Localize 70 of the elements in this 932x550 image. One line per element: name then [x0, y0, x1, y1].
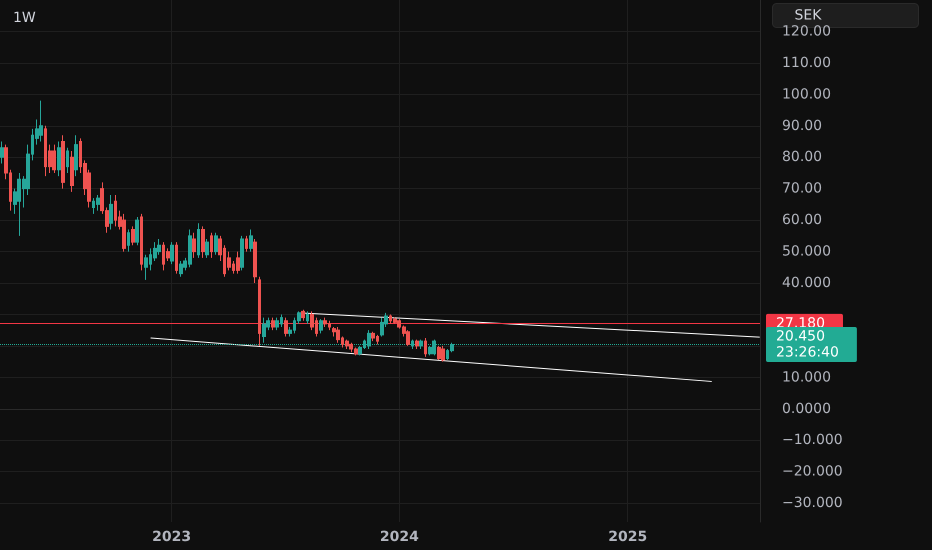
candlestick: [419, 339, 423, 350]
x-tick-label: 2025: [608, 529, 648, 545]
y-tick-label: 90.00: [782, 118, 822, 134]
candlestick: [135, 216, 139, 246]
candlestick: [39, 100, 43, 142]
candlestick: [52, 144, 56, 174]
candlestick: [96, 194, 100, 212]
candlestick: [380, 317, 384, 337]
candlestick: [301, 309, 305, 322]
y-tick-label: 60.00: [782, 212, 822, 228]
y-tick-label: 110.00: [782, 54, 831, 71]
x-tick-label: 2024: [380, 529, 420, 545]
y-tick-label: 70.00: [782, 180, 822, 197]
candlestick: [424, 338, 427, 358]
y-tick-label: 40.000: [782, 275, 831, 292]
candlestick: [61, 134, 65, 190]
y-tick-label: 120.00: [782, 23, 831, 40]
candlestick: [109, 194, 113, 230]
candlestick: [323, 317, 327, 328]
candlestick: [271, 317, 275, 331]
candlestick: [371, 331, 375, 342]
candlestick: [393, 317, 397, 324]
candlestick: [170, 242, 174, 265]
candlestick: [336, 326, 340, 344]
candlestick: [74, 134, 78, 177]
y-tick-label: −20.000: [782, 464, 843, 480]
candlestick: [441, 345, 445, 362]
candlestick: [192, 232, 196, 258]
candlestick: [197, 222, 200, 258]
candlestick: [319, 318, 323, 334]
candlestick: [345, 339, 349, 350]
y-tick-label: 10.000: [782, 369, 831, 386]
candlestick: [245, 235, 248, 252]
candlestick: [127, 229, 130, 252]
candlestick: [70, 150, 74, 192]
candlestick: [415, 339, 419, 350]
candlestick: [258, 276, 261, 346]
text: 1W: [13, 10, 36, 26]
candlestick: [249, 229, 253, 252]
candlestick: [205, 238, 209, 258]
candlestick: [179, 260, 183, 278]
candlestick: [253, 238, 257, 284]
x-tick-label: 2023: [152, 529, 192, 545]
y-tick-label: 80.00: [782, 149, 822, 166]
candlestick: [66, 147, 69, 174]
ref-line-label: 20.450: [776, 328, 825, 344]
candlestick: [275, 317, 279, 331]
candlestick: [210, 232, 213, 258]
candlestick: [131, 226, 135, 246]
candlestick: [201, 226, 205, 258]
y-tick-label: −10.000: [782, 432, 843, 448]
candlestick: [175, 242, 178, 274]
y-tick-label: −30.000: [782, 495, 843, 512]
candlestick: [140, 213, 143, 271]
candlestick: [240, 235, 244, 271]
y-tick-label: 100.00: [782, 86, 831, 102]
candlestick: [406, 330, 410, 346]
candlestick: [306, 310, 309, 324]
y-tick-label: 0.0000: [782, 400, 831, 417]
y-axis-title: SEK: [794, 8, 822, 24]
candlestick: [284, 317, 288, 337]
candlestick: [262, 317, 266, 344]
candlestick: [57, 141, 61, 177]
candlestick: [214, 232, 218, 256]
candlestick: [0, 141, 4, 164]
candlestick: [122, 213, 126, 252]
y-tick-label: 50.000: [782, 244, 831, 260]
candlestick: [437, 345, 441, 361]
candlestick: [236, 251, 240, 274]
text: 23:26:40: [776, 344, 839, 360]
